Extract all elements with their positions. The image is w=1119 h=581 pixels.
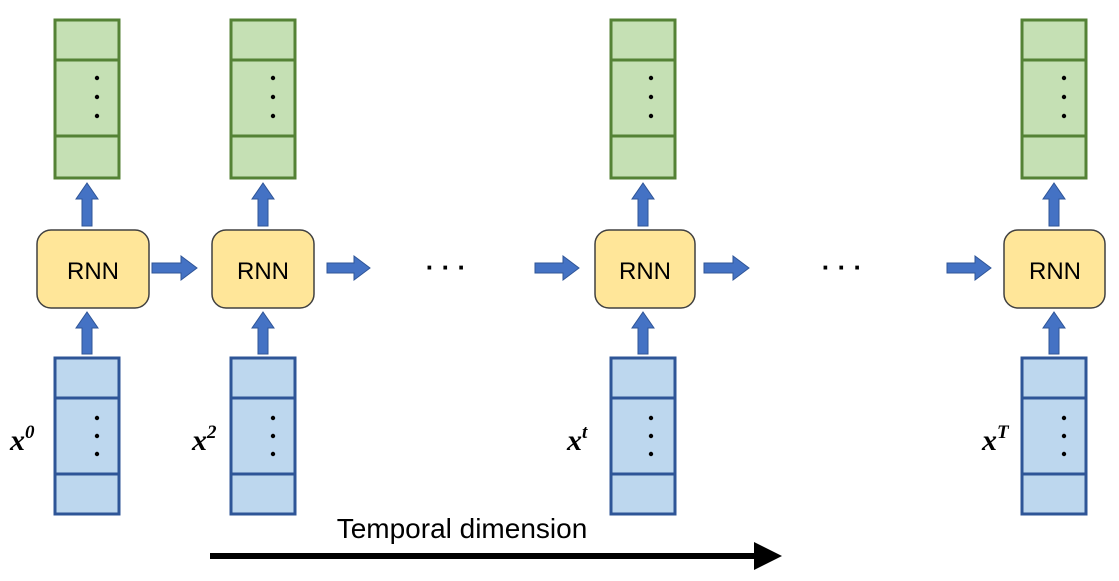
output-vector <box>53 18 121 180</box>
up-arrow-from-input <box>75 311 99 355</box>
temporal-axis-arrow <box>210 542 782 570</box>
input-label: x0 <box>9 422 35 457</box>
input-label: xT <box>981 422 1010 457</box>
up-arrow-to-output <box>631 182 655 227</box>
recurrent-arrow <box>534 255 580 281</box>
up-arrow-to-output <box>75 182 99 227</box>
recurrent-arrow <box>946 255 992 281</box>
rnn-cell-label: RNN <box>1029 258 1081 285</box>
rnn-cell-label: RNN <box>237 258 289 285</box>
ellipsis: · · · <box>426 252 466 282</box>
rnn-cell: RNN <box>211 229 315 309</box>
input-vector <box>53 356 121 516</box>
input-label: x2 <box>191 422 217 457</box>
ellipsis: · · · <box>822 252 862 282</box>
up-arrow-from-input <box>1042 311 1066 355</box>
input-vector <box>1020 356 1088 516</box>
recurrent-arrow <box>151 255 198 281</box>
input-vector <box>609 356 677 516</box>
rnn-cell: RNN <box>36 229 150 309</box>
input-label: xt <box>566 422 588 457</box>
rnn-cell-label: RNN <box>67 258 119 285</box>
output-vector <box>609 18 677 180</box>
up-arrow-from-input <box>251 311 275 355</box>
output-vector <box>1020 18 1088 180</box>
up-arrow-from-input <box>631 311 655 355</box>
recurrent-arrow <box>326 255 371 281</box>
recurrent-arrow <box>703 255 750 281</box>
up-arrow-to-output <box>251 182 275 227</box>
rnn-cell: RNN <box>594 229 696 309</box>
output-vector <box>229 18 297 180</box>
input-vector <box>229 356 297 516</box>
timestep-column-t: RNN xt <box>566 18 696 516</box>
axis-label: Temporal dimension <box>337 513 588 544</box>
up-arrow-to-output <box>1042 182 1066 227</box>
timestep-column-T: RNN xT <box>981 18 1106 516</box>
rnn-cell: RNN <box>1003 229 1106 309</box>
rnn-cell-label: RNN <box>619 258 671 285</box>
timestep-column-0: RNN x0 <box>9 18 150 516</box>
timestep-column-2: RNN x2 <box>191 18 315 516</box>
